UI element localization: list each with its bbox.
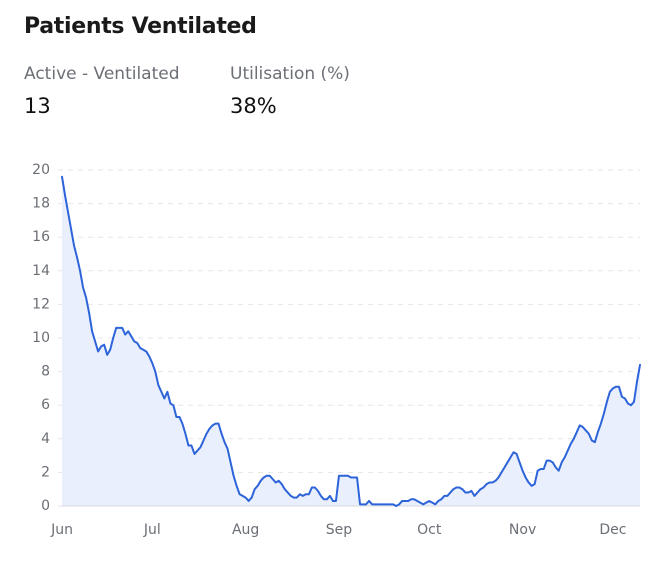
- x-tick-label: Aug: [232, 522, 259, 538]
- y-tick-label: 18: [32, 196, 50, 212]
- stat-value: 38%: [230, 94, 277, 118]
- x-tick-label: Nov: [509, 522, 536, 538]
- x-tick-label: Jun: [50, 522, 73, 538]
- y-tick-label: 2: [41, 464, 50, 480]
- y-tick-label: 16: [32, 229, 50, 245]
- card-title: Patients Ventilated: [24, 14, 257, 39]
- y-tick-label: 14: [32, 263, 50, 279]
- y-tick-label: 8: [41, 364, 50, 380]
- line-series: [61, 175, 641, 507]
- stat: Active - Ventilated 13: [24, 64, 180, 118]
- x-tick-label: Oct: [417, 522, 442, 538]
- x-tick-label: Sep: [326, 522, 353, 538]
- y-tick-label: 10: [32, 330, 50, 346]
- y-tick-label: 12: [32, 296, 50, 312]
- y-tick-label: 6: [41, 397, 50, 413]
- y-tick-label: 4: [41, 431, 50, 447]
- y-tick-label: 20: [32, 162, 50, 178]
- stat-value: 13: [24, 94, 51, 118]
- x-tick-label: Dec: [599, 522, 626, 538]
- y-tick-label: 0: [41, 498, 50, 514]
- stat-label: Active - Ventilated: [24, 64, 180, 84]
- area-fill: [62, 176, 640, 506]
- stat: Utilisation (%) 38%: [230, 64, 350, 118]
- stat-label: Utilisation (%): [230, 64, 350, 84]
- x-tick-label: Jul: [143, 522, 161, 538]
